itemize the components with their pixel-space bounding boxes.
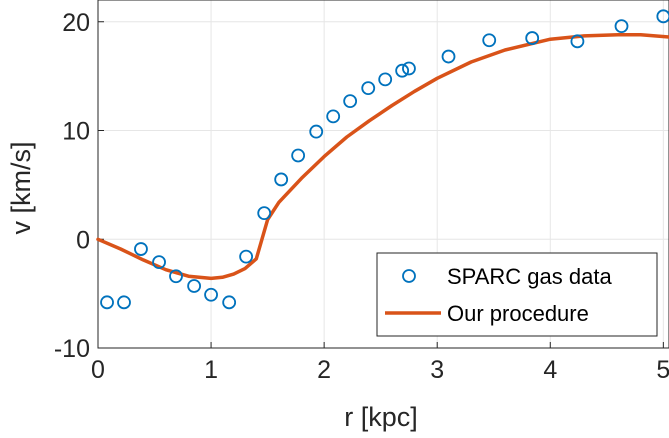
y-tick-label: 10 xyxy=(62,118,90,146)
x-tick-label: 5 xyxy=(656,356,669,384)
x-tick-label: 3 xyxy=(430,356,444,384)
x-axis-label: r [kpc] xyxy=(344,402,418,432)
data-point-sparc-gas-data xyxy=(326,109,341,124)
plot-area-frame xyxy=(97,0,669,349)
data-point-sparc-gas-data xyxy=(274,172,289,187)
data-point-sparc-gas-data xyxy=(204,287,218,302)
data-point-sparc-gas-data xyxy=(169,269,183,284)
x-tick-label: 2 xyxy=(317,356,331,384)
series-line-our-procedure xyxy=(96,33,669,281)
legend-label-sparc-gas-data: SPARC gas data xyxy=(447,264,612,289)
data-point-sparc-gas-data xyxy=(222,295,237,310)
data-point-sparc-gas-data xyxy=(134,242,148,256)
legend: SPARC gas data Our procedure xyxy=(376,252,658,337)
legend-box xyxy=(376,252,658,337)
y-tick-label: 20 xyxy=(62,9,90,37)
data-point-sparc-gas-data xyxy=(187,279,202,293)
data-point-sparc-gas-data xyxy=(291,148,306,163)
data-point-sparc-gas-data xyxy=(257,206,272,221)
data-point-sparc-gas-data xyxy=(378,72,393,87)
data-point-sparc-gas-data xyxy=(525,31,540,45)
data-point-sparc-gas-data xyxy=(614,19,629,34)
x-tick-label: 1 xyxy=(204,356,218,384)
data-point-sparc-gas-data xyxy=(343,94,358,109)
y-tick-label: 0 xyxy=(76,226,90,254)
y-tick-label: -10 xyxy=(54,335,90,363)
y-axis-label: v [km/s] xyxy=(6,142,36,235)
data-point-sparc-gas-data xyxy=(570,34,585,49)
data-point-sparc-gas-data xyxy=(395,63,410,78)
data-point-sparc-gas-data xyxy=(361,81,376,95)
data-point-sparc-gas-data xyxy=(402,61,416,76)
data-point-sparc-gas-data xyxy=(152,255,166,269)
data-point-sparc-gas-data xyxy=(239,249,254,264)
x-tick-label: 4 xyxy=(543,356,557,384)
legend-marker-sparc-gas-data xyxy=(402,269,416,283)
data-point-sparc-gas-data xyxy=(117,295,131,310)
x-tick-label: 0 xyxy=(91,356,105,384)
data-point-sparc-gas-data xyxy=(309,124,324,139)
data-point-sparc-gas-data xyxy=(100,295,114,310)
data-point-sparc-gas-data xyxy=(656,9,669,24)
scatter-series xyxy=(100,9,669,310)
data-point-sparc-gas-data xyxy=(482,33,497,48)
legend-label-our-procedure: Our procedure xyxy=(447,301,589,326)
data-point-sparc-gas-data xyxy=(441,49,456,64)
line-series xyxy=(96,33,669,281)
